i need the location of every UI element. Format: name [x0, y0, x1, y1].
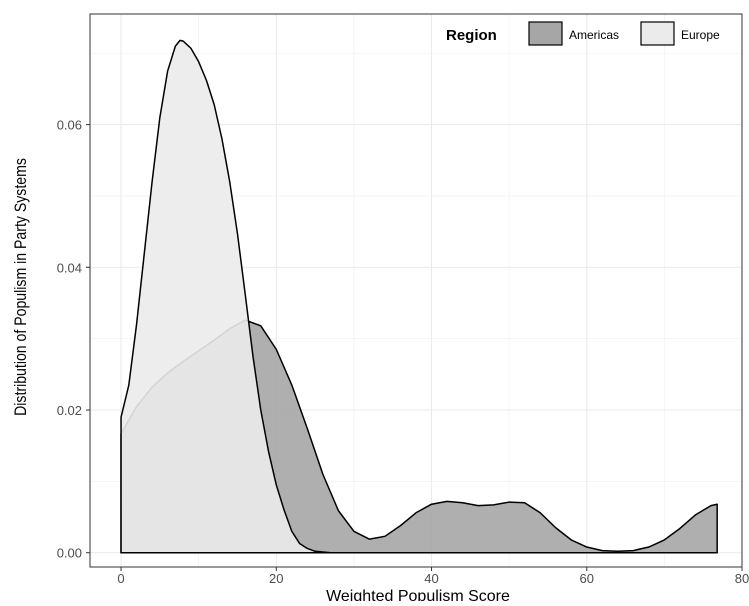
- x-tick-label: 40: [424, 571, 438, 586]
- x-tick-label: 0: [117, 571, 124, 586]
- legend-label-americas: Americas: [569, 28, 619, 42]
- y-tick-label: 0.06: [57, 118, 82, 133]
- x-axis-title: Weighted Populism Score: [326, 588, 510, 601]
- y-tick-label: 0.02: [57, 403, 82, 418]
- y-axis-title: Distribution of Populism in Party System…: [12, 158, 30, 416]
- legend-title: Region: [446, 27, 497, 44]
- legend-key-europe: [640, 21, 675, 46]
- legend: Region Americas Europe: [446, 21, 720, 46]
- x-tick-label: 60: [580, 571, 594, 586]
- legend-label-europe: Europe: [681, 28, 720, 42]
- plot-border: [89, 13, 743, 568]
- y-tick-label: 0.00: [57, 546, 82, 561]
- series-layer: [120, 39, 718, 554]
- axis-layer: 0 20 40 60 80 0.00 0.02 0.04 0.06: [57, 118, 749, 586]
- x-tick-label: 80: [735, 571, 749, 586]
- density-area-europe: [120, 39, 332, 554]
- y-tick-label: 0.04: [57, 260, 82, 275]
- legend-key-americas: [528, 21, 563, 46]
- x-tick-label: 20: [269, 571, 283, 586]
